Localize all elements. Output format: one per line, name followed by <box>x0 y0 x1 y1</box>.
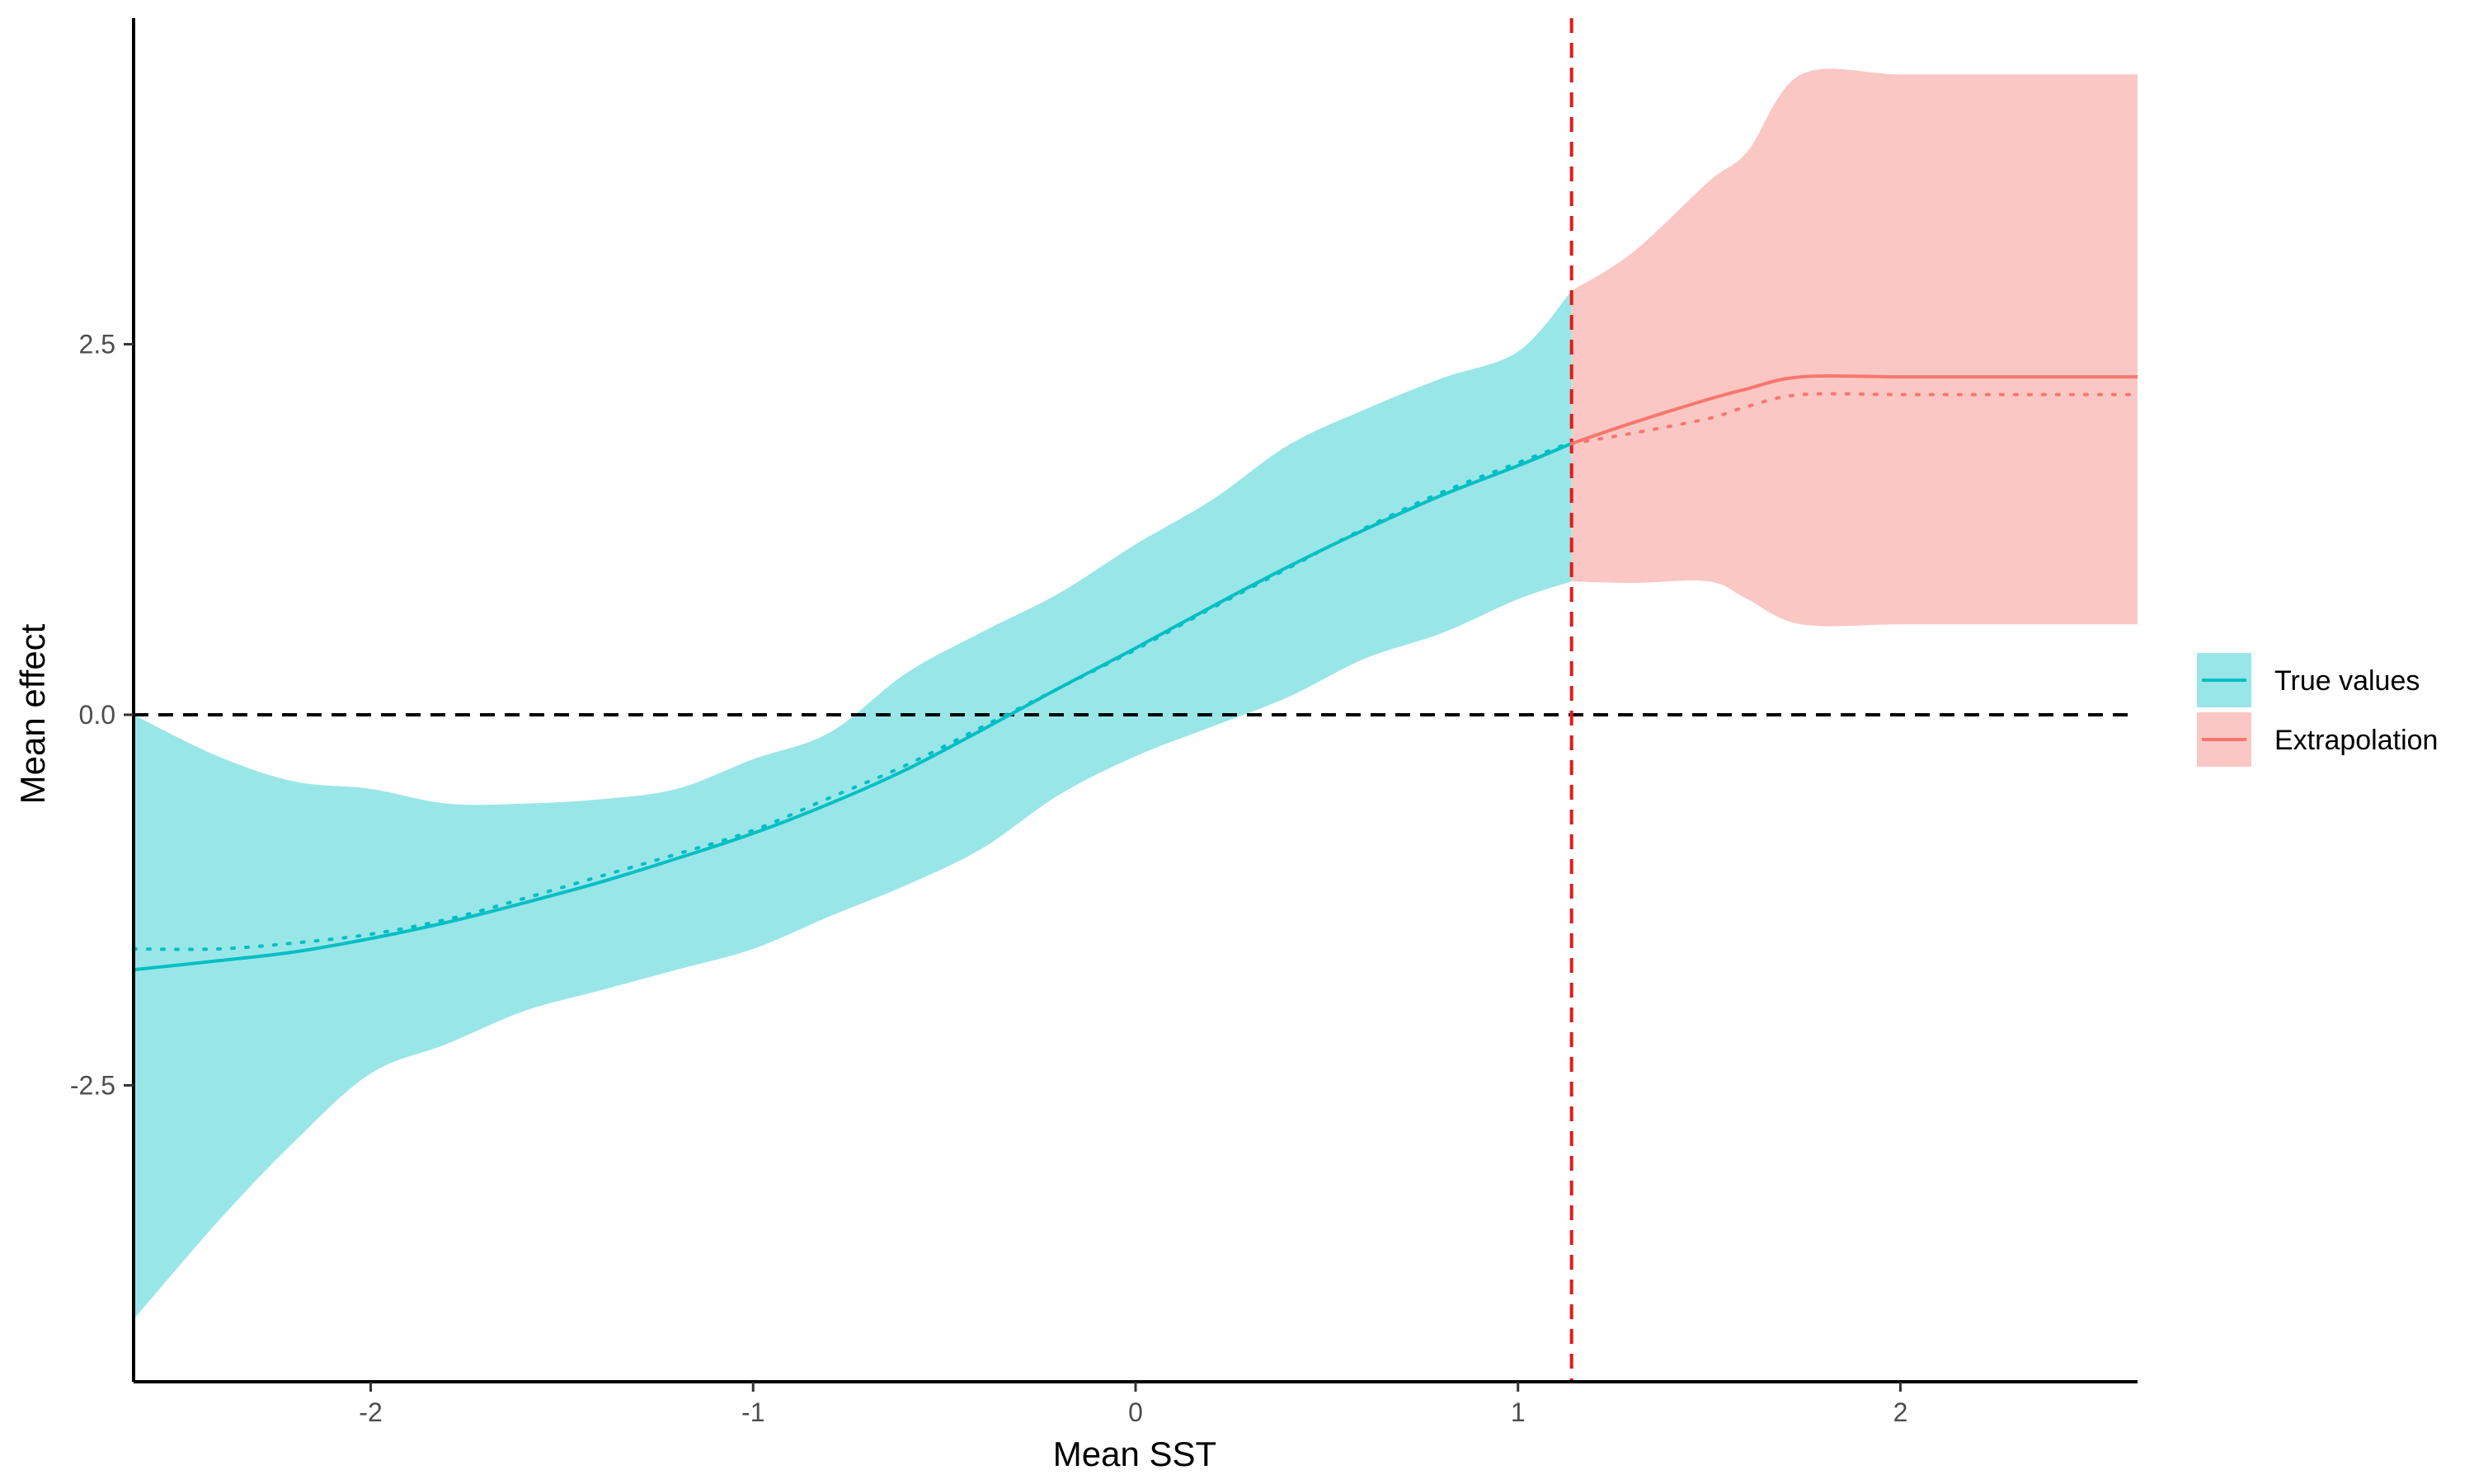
x-tick-label: 1 <box>1511 1397 1526 1427</box>
x-tick-label: 2 <box>1893 1397 1908 1427</box>
y-axis-title: Mean effect <box>13 623 52 804</box>
legend-label-true-values: True values <box>2274 665 2420 697</box>
legend: True values Extrapolation <box>2197 653 2438 767</box>
axes: -2 -1 0 1 2 -2.5 0.0 2.5 <box>70 18 2138 1427</box>
line-solid-true-values <box>133 442 1573 972</box>
x-tick-label: -1 <box>741 1397 764 1427</box>
x-tick-label: 0 <box>1128 1397 1143 1427</box>
series-lines <box>132 374 2139 972</box>
band-true-values <box>134 290 1572 1320</box>
x-axis-title: Mean SST <box>1053 1435 1216 1473</box>
line-dotted-extrapolation <box>1569 392 2139 445</box>
line-dotted-true-values <box>132 440 1573 951</box>
y-tick-label: -2.5 <box>70 1070 115 1100</box>
x-tick-label: -2 <box>359 1397 382 1427</box>
y-tick-label: 2.5 <box>79 330 115 359</box>
line-solid-extrapolation <box>1571 374 2138 445</box>
confidence-bands <box>134 68 2138 1320</box>
legend-label-extrapolation: Extrapolation <box>2274 725 2438 756</box>
y-tick-label: 0.0 <box>79 700 115 730</box>
reference-lines <box>134 18 2138 1382</box>
band-extrapolation <box>1571 68 2138 627</box>
